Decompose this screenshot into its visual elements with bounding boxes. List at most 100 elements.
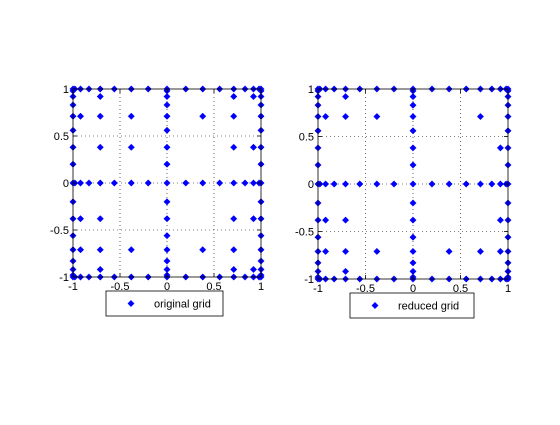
data-point [409, 93, 417, 101]
data-point [488, 180, 496, 188]
data-point [199, 246, 207, 254]
data-point [330, 180, 338, 188]
data-point [163, 101, 171, 109]
data-point [496, 180, 504, 188]
data-point [230, 179, 238, 187]
ticks: -1 -0.5 0 0.5 1 -1 -0.5 0 0.5 1 [295, 84, 511, 295]
data-point [322, 216, 330, 224]
data-point [341, 112, 350, 121]
data-point [409, 199, 417, 207]
data-point [496, 144, 504, 152]
legend-label: reduced grid [398, 301, 459, 313]
data-point [199, 112, 207, 120]
data-point [409, 267, 417, 275]
data-point [476, 112, 485, 121]
y-tick-label: 1 [63, 84, 69, 96]
data-point [96, 92, 104, 101]
y-tick-label: -1 [59, 272, 69, 284]
legend-box [349, 292, 475, 319]
legend: original grid [105, 290, 224, 317]
data-point [445, 180, 453, 188]
data-point [249, 143, 258, 151]
data-point [249, 92, 258, 101]
data-point [76, 179, 85, 187]
data-point [496, 216, 504, 224]
data-point [96, 179, 104, 187]
data-point [127, 179, 135, 187]
data-point [163, 112, 171, 120]
data-point [356, 180, 364, 188]
y-tick-label: -0.5 [50, 225, 69, 237]
data-point [373, 112, 381, 121]
data-point [163, 143, 171, 151]
data-point [373, 247, 381, 256]
data-point [163, 265, 171, 274]
data-point [409, 127, 417, 135]
data-point [409, 180, 417, 188]
data-point [163, 215, 171, 223]
data-point [96, 246, 104, 254]
data-point [127, 246, 135, 254]
data-point [462, 180, 470, 188]
data-point [163, 92, 171, 101]
legend-marker [127, 299, 135, 308]
y-tick-label: 0 [308, 179, 314, 191]
ticks: -1 -0.5 0 0.5 1 -1 -0.5 0 0.5 1 [50, 84, 264, 293]
y-tick-label: 0.5 [54, 131, 69, 143]
data-point [428, 180, 436, 188]
data-point [76, 215, 85, 223]
data-point [249, 265, 258, 274]
data-point [341, 216, 350, 224]
data-point [341, 93, 350, 101]
data-point [230, 112, 238, 120]
data-point [110, 179, 118, 187]
data-point [249, 179, 258, 187]
data-point [163, 179, 171, 187]
data-point [445, 247, 453, 256]
legend: reduced grid [349, 292, 475, 319]
data-point [373, 180, 381, 188]
data-point [230, 143, 238, 151]
y-tick-label: 0 [63, 178, 69, 190]
legend-box [105, 290, 224, 317]
data-point [96, 143, 104, 151]
data-point [230, 92, 238, 101]
data-point [409, 247, 417, 256]
data-point [85, 179, 93, 187]
data-point [163, 257, 171, 265]
data-point [127, 112, 135, 120]
x-tick-label: -0.5 [356, 283, 375, 295]
data-point [409, 161, 417, 169]
data-point [182, 179, 190, 187]
grid [73, 89, 261, 277]
series-1 [69, 85, 265, 281]
data-point [390, 180, 398, 188]
data-point [322, 180, 330, 188]
data-point [409, 101, 417, 109]
x-tick-label: 0.5 [453, 283, 468, 295]
data-point [216, 179, 224, 187]
plot-panel-2: -1 -0.5 0 0.5 1 -1 -0.5 0 0.5 1 reduced grid [295, 84, 512, 319]
data-point [96, 265, 104, 274]
data-point [163, 126, 171, 134]
y-tick-label: -0.5 [295, 227, 314, 239]
data-point [163, 232, 171, 240]
data-point [476, 247, 485, 256]
data-point [322, 112, 330, 121]
plot-panel-1: -1 -0.5 0 0.5 1 -1 -0.5 0 0.5 1 original grid [50, 84, 265, 317]
x-tick-label: 1 [258, 281, 264, 293]
data-point [230, 265, 238, 274]
data-point [96, 215, 104, 223]
y-tick-label: -1 [304, 274, 314, 286]
data-point [163, 160, 171, 168]
data-point [230, 246, 238, 254]
data-point [496, 247, 504, 256]
y-tick-label: 1 [308, 84, 314, 96]
x-tick-label: 0 [410, 283, 416, 295]
data-point [409, 216, 417, 224]
x-tick-label: 1 [505, 283, 511, 295]
x-tick-label: -1 [313, 283, 323, 295]
data-point [476, 180, 485, 188]
